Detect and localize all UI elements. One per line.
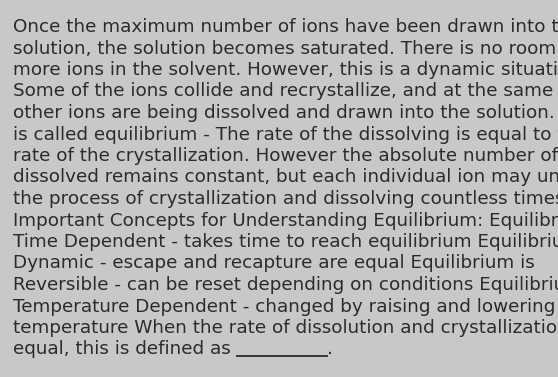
- Text: Dynamic - escape and recapture are equal Equilibrium is: Dynamic - escape and recapture are equal…: [13, 254, 535, 273]
- Text: dissolved remains constant, but each individual ion may undergo: dissolved remains constant, but each ind…: [13, 169, 558, 187]
- Text: Once the maximum number of ions have been drawn into the: Once the maximum number of ions have bee…: [13, 18, 558, 36]
- Text: Reversible - can be reset depending on conditions Equilibrium is: Reversible - can be reset depending on c…: [13, 276, 558, 294]
- Text: more ions in the solvent. However, this is a dynamic situation.: more ions in the solvent. However, this …: [13, 61, 558, 79]
- Text: other ions are being dissolved and drawn into the solution. This: other ions are being dissolved and drawn…: [13, 104, 558, 122]
- Text: Time Dependent - takes time to reach equilibrium Equilibrium is: Time Dependent - takes time to reach equ…: [13, 233, 558, 251]
- Text: equal, this is defined as: equal, this is defined as: [13, 340, 237, 359]
- Text: .: .: [326, 340, 333, 359]
- Text: Some of the ions collide and recrystallize, and at the same time,: Some of the ions collide and recrystalli…: [13, 83, 558, 101]
- Text: rate of the crystallization. However the absolute number of ions: rate of the crystallization. However the…: [13, 147, 558, 165]
- Text: solution, the solution becomes saturated. There is no room for: solution, the solution becomes saturated…: [13, 40, 558, 58]
- Text: temperature When the rate of dissolution and crystallization are: temperature When the rate of dissolution…: [13, 319, 558, 337]
- Text: Temperature Dependent - changed by raising and lowering the: Temperature Dependent - changed by raisi…: [13, 297, 558, 316]
- Text: the process of crystallization and dissolving countless times.Four: the process of crystallization and disso…: [13, 190, 558, 208]
- Text: Important Concepts for Understanding Equilibrium: Equilibrium is: Important Concepts for Understanding Equ…: [13, 211, 558, 230]
- Text: is called equilibrium - The rate of the dissolving is equal to the: is called equilibrium - The rate of the …: [13, 126, 558, 144]
